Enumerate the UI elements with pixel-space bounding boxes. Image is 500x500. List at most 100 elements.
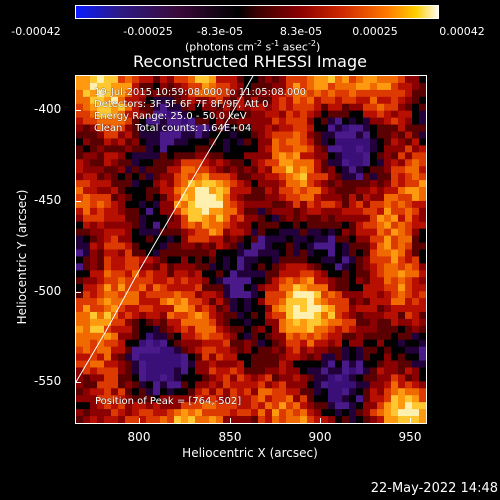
image-pixel <box>160 346 168 354</box>
image-pixel <box>118 284 126 292</box>
image-pixel <box>237 166 245 174</box>
image-pixel <box>104 346 112 354</box>
image-pixel <box>377 214 385 223</box>
image-pixel <box>363 374 371 382</box>
image-pixel <box>230 221 238 229</box>
image-pixel <box>300 374 308 382</box>
image-pixel <box>377 228 385 236</box>
image-pixel <box>132 339 140 347</box>
image-pixel <box>202 235 210 243</box>
image-pixel <box>188 388 196 396</box>
image-pixel <box>391 332 399 341</box>
image-pixel <box>209 325 217 334</box>
image-pixel <box>279 298 287 306</box>
image-pixel <box>146 277 154 285</box>
image-pixel <box>314 409 322 417</box>
image-pixel <box>174 325 182 334</box>
image-pixel <box>286 235 294 243</box>
image-pixel <box>293 395 301 403</box>
image-pixel <box>328 332 336 341</box>
image-pixel <box>181 145 189 153</box>
image-pixel <box>160 263 168 271</box>
image-pixel <box>160 374 168 382</box>
image-pixel <box>405 235 413 243</box>
image-pixel <box>237 305 245 313</box>
image-pixel <box>349 402 357 410</box>
image-pixel <box>384 291 392 299</box>
image-pixel <box>286 353 294 361</box>
image-pixel <box>244 82 252 91</box>
image-pixel <box>279 284 287 292</box>
image-pixel <box>258 277 266 285</box>
image-pixel <box>293 374 301 382</box>
image-pixel <box>363 152 371 160</box>
image-pixel <box>398 270 406 278</box>
image-pixel <box>412 187 420 195</box>
image-pixel <box>139 284 147 292</box>
image-pixel <box>118 318 126 327</box>
image-pixel <box>202 381 210 389</box>
image-pixel <box>293 367 301 375</box>
image-pixel <box>363 332 371 341</box>
image-pixel <box>321 117 329 125</box>
image-pixel <box>174 409 182 417</box>
image-pixel <box>328 360 336 368</box>
image-pixel <box>349 235 357 243</box>
image-pixel <box>76 284 84 292</box>
image-pixel <box>132 200 140 209</box>
image-pixel <box>321 131 329 139</box>
image-pixel <box>377 332 385 341</box>
image-pixel <box>202 284 210 292</box>
image-pixel <box>370 360 378 368</box>
image-pixel <box>363 214 371 223</box>
image-pixel <box>300 131 308 139</box>
image-pixel <box>160 388 168 396</box>
image-pixel <box>216 159 224 167</box>
image-pixel <box>370 152 378 160</box>
image-pixel <box>167 346 175 354</box>
image-pixel <box>90 249 98 257</box>
image-pixel <box>398 76 406 84</box>
image-pixel <box>342 339 350 347</box>
image-pixel <box>363 131 371 139</box>
image-pixel <box>90 402 98 410</box>
image-pixel <box>398 332 406 341</box>
image-pixel <box>244 367 252 375</box>
image-pixel <box>314 416 322 423</box>
image-pixel <box>230 96 238 105</box>
image-pixel <box>342 96 350 105</box>
image-pixel <box>377 256 385 264</box>
image-pixel <box>258 166 266 174</box>
image-pixel <box>237 221 245 229</box>
image-pixel <box>293 402 301 410</box>
image-pixel <box>237 284 245 292</box>
image-pixel <box>398 89 406 98</box>
image-pixel <box>356 270 364 278</box>
image-pixel <box>391 103 399 111</box>
image-pixel <box>146 110 154 118</box>
image-pixel <box>321 311 329 320</box>
image-pixel <box>230 291 238 299</box>
image-pixel <box>307 346 315 354</box>
image-pixel <box>384 305 392 313</box>
image-pixel <box>321 270 329 278</box>
image-pixel <box>153 76 161 84</box>
image-pixel <box>328 402 336 410</box>
image-pixel <box>405 180 413 188</box>
image-pixel <box>237 346 245 354</box>
image-pixel <box>202 249 210 257</box>
image-pixel <box>181 395 189 403</box>
image-pixel <box>195 360 203 368</box>
image-pixel <box>286 152 294 160</box>
image-pixel <box>97 138 105 146</box>
image-pixel <box>167 277 175 285</box>
image-pixel <box>419 409 426 417</box>
image-pixel <box>377 395 385 403</box>
image-pixel <box>83 374 91 382</box>
image-pixel <box>349 318 357 327</box>
image-pixel <box>146 263 154 271</box>
image-pixel <box>356 96 364 105</box>
image-pixel <box>258 200 266 209</box>
image-pixel <box>104 214 112 223</box>
image-pixel <box>363 145 371 153</box>
